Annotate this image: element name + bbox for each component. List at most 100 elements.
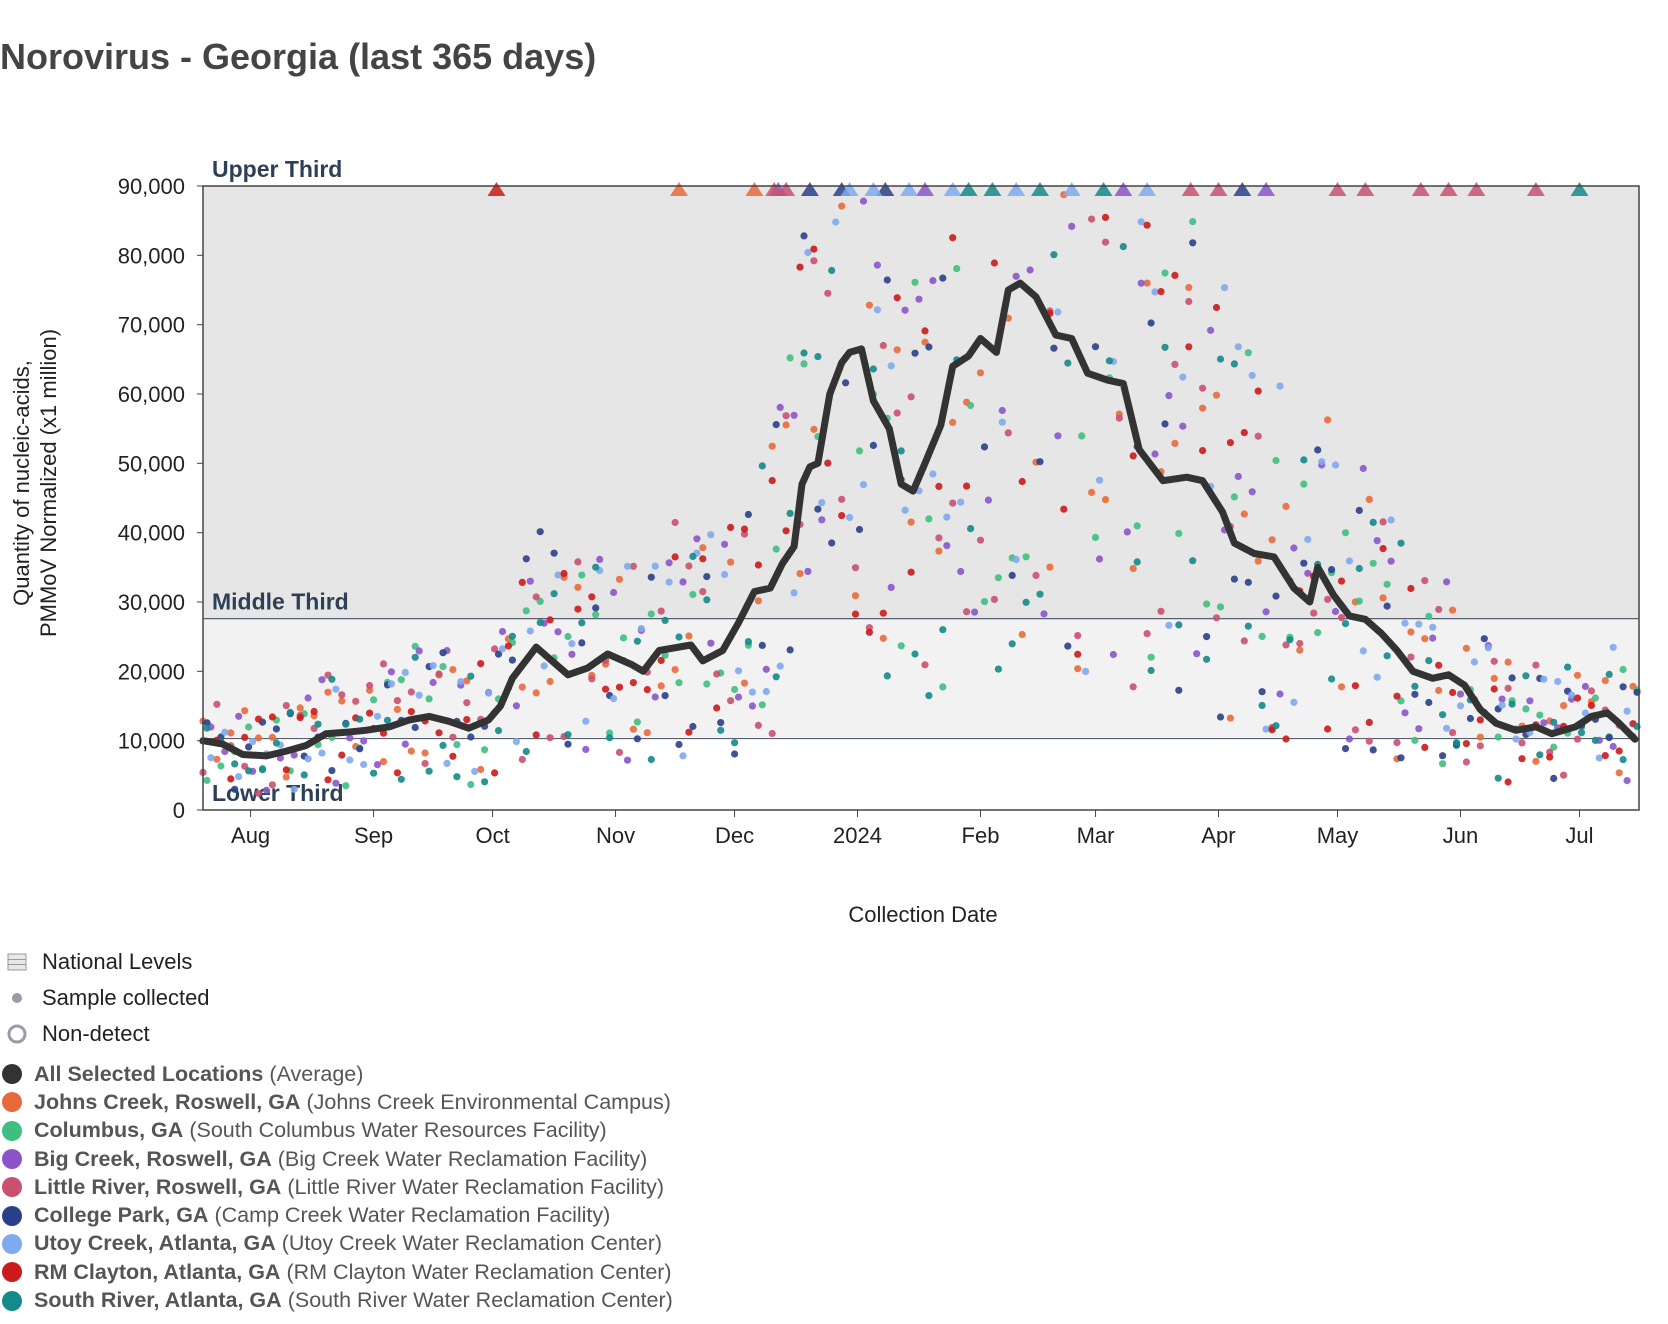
- legend-item-average[interactable]: All Selected Locations (Average): [2, 1060, 673, 1088]
- legend-item-series[interactable]: Little River, Roswell, GA (Little River W…: [2, 1173, 673, 1201]
- sample-point: [939, 274, 947, 282]
- sample-point: [338, 751, 346, 759]
- sample-point: [1189, 218, 1197, 226]
- sample-point: [560, 569, 568, 578]
- sample-point: [1300, 480, 1308, 488]
- sample-point: [338, 697, 346, 705]
- sample-point: [518, 578, 526, 587]
- sample-point: [578, 571, 586, 579]
- sample-point: [637, 625, 645, 633]
- legend-series-facility: (Utoy Creek Water Reclamation Center): [281, 1231, 663, 1256]
- legend-item-series[interactable]: RM Clayton, Atlanta, GA (RM Clayton Water…: [2, 1258, 673, 1286]
- sample-point: [221, 728, 229, 736]
- sample-point: [1161, 343, 1169, 351]
- sample-point: [762, 687, 770, 696]
- sample-point: [1615, 747, 1623, 755]
- sample-point: [1425, 612, 1433, 621]
- sample-point: [957, 567, 965, 576]
- sample-point: [818, 499, 826, 507]
- sample-point: [532, 689, 540, 697]
- sample-point: [1040, 610, 1048, 618]
- legend-item-series[interactable]: Johns Creek, Roswell, GA (Johns Creek Env…: [2, 1088, 673, 1116]
- sample-point: [907, 393, 915, 401]
- sample-point: [893, 409, 901, 417]
- sample-point: [707, 531, 715, 539]
- sample-point: [1581, 709, 1589, 717]
- sample-point: [1008, 571, 1016, 580]
- sample-point: [235, 773, 243, 781]
- sample-point: [407, 688, 415, 696]
- series-color-dot: [2, 1205, 22, 1226]
- sample-point: [1175, 621, 1183, 629]
- sample-point: [522, 747, 530, 756]
- sample-point: [328, 675, 336, 683]
- legend-item-series[interactable]: South River, Atlanta, GA (South River Wat…: [2, 1286, 673, 1314]
- sample-point: [887, 583, 895, 592]
- legend-sample-collected[interactable]: Sample collected: [6, 980, 210, 1016]
- sample-point: [241, 733, 249, 742]
- sample-point: [1568, 691, 1576, 699]
- sample-point: [727, 697, 735, 705]
- sample-point: [699, 544, 707, 552]
- sample-point: [727, 558, 735, 566]
- sample-point: [245, 743, 253, 751]
- sample-point: [855, 525, 864, 534]
- sample-point: [254, 734, 263, 742]
- sample-point: [498, 645, 507, 653]
- sample-point: [1383, 652, 1391, 660]
- x-tick-label: Sep: [354, 823, 393, 848]
- sample-point: [467, 672, 475, 680]
- sample-point: [1258, 688, 1266, 696]
- sample-point: [227, 729, 235, 737]
- sample-point: [425, 767, 433, 775]
- sample-point: [245, 723, 253, 731]
- sample-point: [1532, 757, 1540, 765]
- sample-point: [254, 715, 263, 723]
- sample-point: [776, 403, 784, 411]
- sample-point: [754, 597, 763, 605]
- offscale-marker: [1439, 182, 1458, 196]
- band-2: [203, 186, 1639, 619]
- sample-point: [647, 573, 655, 581]
- sample-point: [1373, 537, 1381, 545]
- offscale-marker: [1570, 182, 1589, 196]
- sample-point: [1091, 343, 1100, 351]
- sample-point: [800, 349, 808, 357]
- sample-point: [282, 702, 290, 710]
- offscale-marker: [1094, 182, 1113, 196]
- sample-point: [1587, 687, 1595, 695]
- legend-item-series[interactable]: Columbus, GA (South Columbus Water Resour…: [2, 1117, 673, 1145]
- offscale-marker: [777, 182, 796, 196]
- legend-national-levels[interactable]: National Levels: [6, 944, 210, 980]
- sample-point: [1185, 297, 1193, 306]
- sample-point: [671, 518, 679, 527]
- legend-item-series[interactable]: Utoy Creek, Atlanta, GA (Utoy Creek Water…: [2, 1230, 673, 1258]
- sample-point: [1540, 719, 1548, 727]
- legend-series-name: Big Creek, Roswell, GA: [34, 1146, 272, 1171]
- series-color-dot: [2, 1092, 22, 1113]
- sample-point: [865, 301, 874, 309]
- sample-point: [929, 470, 937, 478]
- legend-item-series[interactable]: Big Creek, Roswell, GA (Big Creek Water R…: [2, 1145, 673, 1173]
- legend-item-series[interactable]: College Park, GA (Camp Creek Water Reclam…: [2, 1201, 673, 1229]
- sample-point: [838, 495, 846, 503]
- sample-point: [851, 592, 860, 600]
- sample-point: [526, 577, 534, 585]
- sample-point: [1411, 682, 1419, 690]
- sample-point: [393, 697, 401, 705]
- sample-point: [647, 610, 655, 618]
- sample-point: [1331, 607, 1340, 616]
- sample-point: [758, 641, 766, 650]
- x-tick-label: Dec: [715, 823, 754, 848]
- sample-point: [1147, 666, 1155, 675]
- sample-point: [379, 758, 388, 766]
- sample-point: [623, 562, 632, 570]
- sample-point: [768, 729, 776, 738]
- sample-point: [865, 628, 874, 636]
- legend-non-detect[interactable]: Non-detect: [6, 1016, 210, 1052]
- average-line: [199, 279, 1639, 760]
- sample-point: [744, 510, 753, 519]
- sample-point: [615, 748, 624, 757]
- series-color-dot: [2, 1233, 22, 1254]
- x-axis: Aug Sep Oct Nov Dec 2024 Feb Mar Apr May Jun Jul: [231, 810, 1594, 848]
